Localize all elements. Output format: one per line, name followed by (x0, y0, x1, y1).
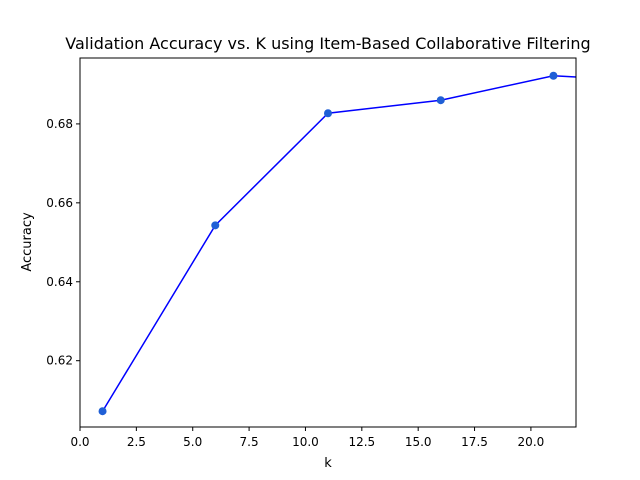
x-axis-label: k (324, 456, 332, 471)
y-axis-label: Accuracy (20, 212, 35, 272)
data-point (98, 407, 107, 416)
x-tick-label: 15.0 (405, 435, 432, 449)
x-tick-label: 7.5 (240, 435, 259, 449)
x-tick-label: 12.5 (348, 435, 375, 449)
y-axis: 0.62 0.64 0.66 0.68 (46, 117, 80, 368)
plot-area (98, 71, 576, 416)
x-tick-label: 10.0 (292, 435, 319, 449)
x-tick-label: 5.0 (183, 435, 202, 449)
chart-title: Validation Accuracy vs. K using Item-Bas… (65, 34, 590, 53)
y-tick-label: 0.64 (46, 275, 73, 289)
y-tick-label: 0.68 (46, 117, 73, 131)
x-tick-label: 2.5 (127, 435, 146, 449)
x-axis: 0.0 2.5 5.0 7.5 10.0 12.5 15.0 17.5 20.0 (70, 427, 544, 449)
series-line (101, 75, 576, 412)
y-tick-label: 0.62 (46, 354, 73, 368)
plot-frame (79, 57, 577, 428)
data-point (324, 109, 332, 118)
data-point (549, 71, 558, 80)
data-point (211, 221, 220, 230)
x-tick-label: 17.5 (461, 435, 488, 449)
data-point (436, 96, 445, 105)
y-tick-label: 0.66 (46, 196, 73, 210)
x-tick-label: 0.0 (70, 435, 89, 449)
x-tick-label: 20.0 (518, 435, 545, 449)
